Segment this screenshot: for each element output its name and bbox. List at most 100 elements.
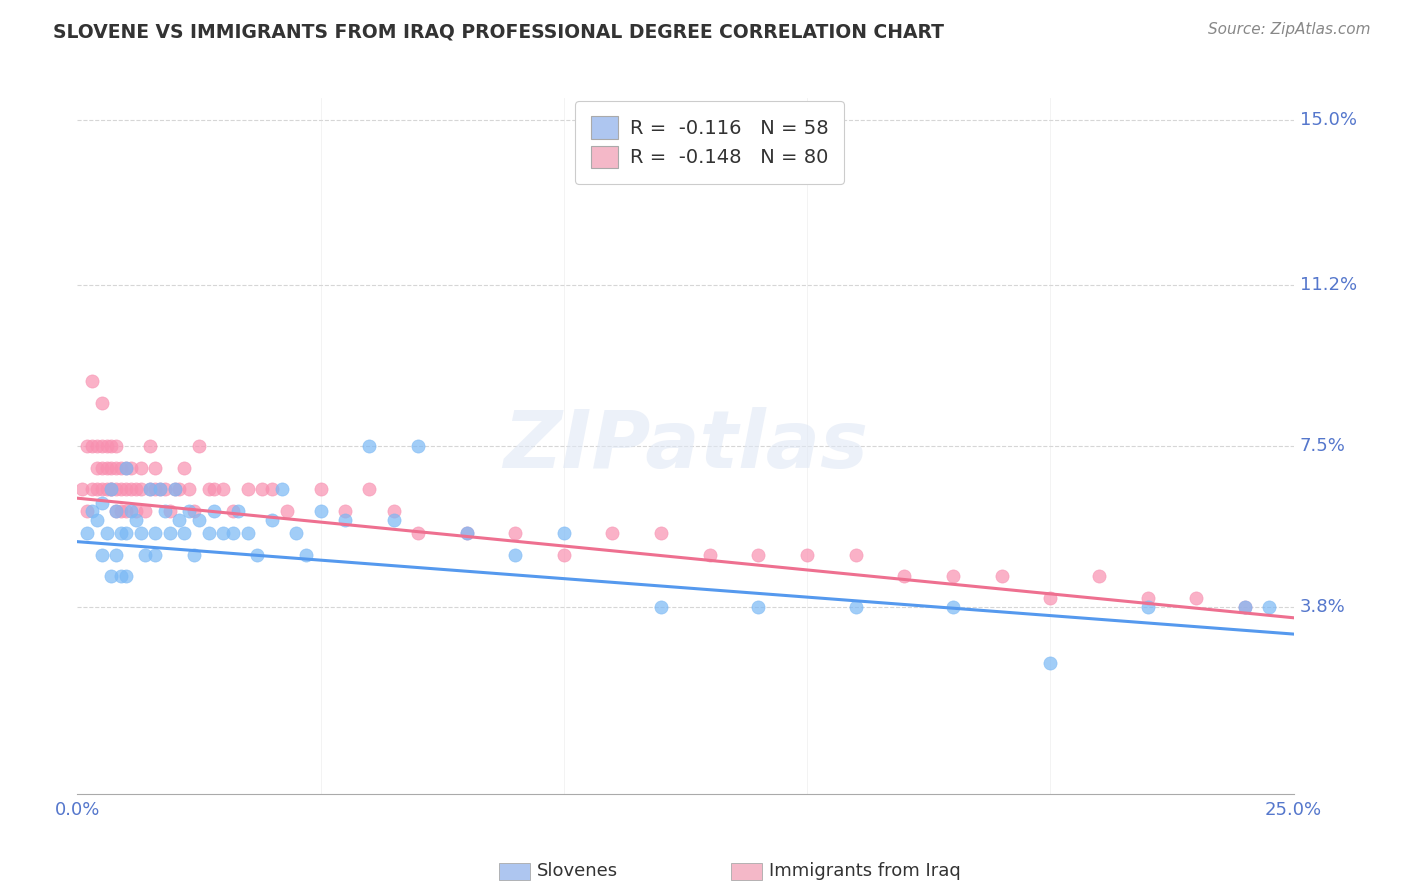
Point	[382, 513, 405, 527]
Point	[699, 548, 721, 562]
Point	[1039, 657, 1062, 671]
Point	[276, 504, 298, 518]
Point	[134, 504, 156, 518]
Point	[96, 460, 118, 475]
Point	[179, 483, 201, 497]
Point	[80, 483, 103, 497]
Point	[309, 504, 332, 518]
Point	[250, 483, 273, 497]
Text: 7.5%: 7.5%	[1299, 437, 1346, 455]
Point	[90, 483, 112, 497]
Point	[100, 483, 122, 497]
Point	[86, 483, 108, 497]
Point	[105, 460, 128, 475]
Point	[115, 460, 138, 475]
Point	[270, 483, 292, 497]
Point	[202, 483, 225, 497]
Point	[105, 548, 128, 562]
Point	[80, 374, 103, 388]
Point	[226, 504, 249, 518]
Point	[169, 513, 191, 527]
Point	[105, 483, 128, 497]
Point	[110, 460, 132, 475]
Point	[90, 439, 112, 453]
Text: SLOVENE VS IMMIGRANTS FROM IRAQ PROFESSIONAL DEGREE CORRELATION CHART: SLOVENE VS IMMIGRANTS FROM IRAQ PROFESSI…	[53, 22, 945, 41]
Point	[125, 483, 148, 497]
Point	[183, 504, 205, 518]
Point	[222, 504, 245, 518]
Point	[285, 526, 308, 541]
Point	[76, 526, 98, 541]
Text: Source: ZipAtlas.com: Source: ZipAtlas.com	[1208, 22, 1371, 37]
Point	[796, 548, 818, 562]
Point	[246, 548, 269, 562]
Point	[553, 526, 575, 541]
Point	[845, 548, 868, 562]
Point	[100, 460, 122, 475]
Point	[197, 526, 219, 541]
Point	[115, 483, 138, 497]
Point	[382, 504, 405, 518]
Point	[650, 599, 672, 614]
Point	[212, 483, 235, 497]
Point	[159, 504, 181, 518]
Point	[129, 460, 152, 475]
Point	[90, 495, 112, 509]
Point	[1185, 591, 1208, 606]
Point	[236, 483, 259, 497]
Point	[96, 483, 118, 497]
Point	[115, 460, 138, 475]
Point	[90, 548, 112, 562]
Point	[159, 526, 181, 541]
Point	[105, 504, 128, 518]
Point	[129, 526, 152, 541]
Point	[845, 599, 868, 614]
Text: ZIPatlas: ZIPatlas	[503, 407, 868, 485]
Point	[359, 439, 381, 453]
Point	[120, 460, 142, 475]
Point	[183, 548, 205, 562]
Point	[115, 569, 138, 583]
Point	[120, 504, 142, 518]
Point	[105, 439, 128, 453]
Point	[212, 526, 235, 541]
Point	[143, 460, 166, 475]
Point	[153, 504, 176, 518]
Point	[80, 504, 103, 518]
Point	[110, 569, 132, 583]
Point	[115, 504, 138, 518]
Point	[650, 526, 672, 541]
Point	[143, 548, 166, 562]
Point	[115, 526, 138, 541]
Point	[139, 483, 162, 497]
Point	[149, 483, 172, 497]
Point	[80, 439, 103, 453]
Point	[90, 460, 112, 475]
Point	[86, 513, 108, 527]
Point	[100, 439, 122, 453]
Point	[359, 483, 381, 497]
Text: Immigrants from Iraq: Immigrants from Iraq	[769, 863, 960, 880]
Point	[100, 569, 122, 583]
Point	[153, 483, 176, 497]
Point	[110, 483, 132, 497]
Point	[163, 483, 186, 497]
Point	[602, 526, 624, 541]
Point	[893, 569, 915, 583]
Legend: R =  -0.116   N = 58, R =  -0.148   N = 80: R = -0.116 N = 58, R = -0.148 N = 80	[575, 101, 844, 184]
Point	[110, 526, 132, 541]
Point	[76, 504, 98, 518]
Point	[503, 526, 526, 541]
Point	[197, 483, 219, 497]
Point	[125, 513, 148, 527]
Point	[163, 483, 186, 497]
Point	[100, 483, 122, 497]
Point	[236, 526, 259, 541]
Point	[747, 548, 769, 562]
Point	[188, 513, 211, 527]
Point	[143, 483, 166, 497]
Point	[90, 395, 112, 409]
Point	[76, 439, 98, 453]
Point	[1136, 599, 1159, 614]
Point	[70, 483, 93, 497]
